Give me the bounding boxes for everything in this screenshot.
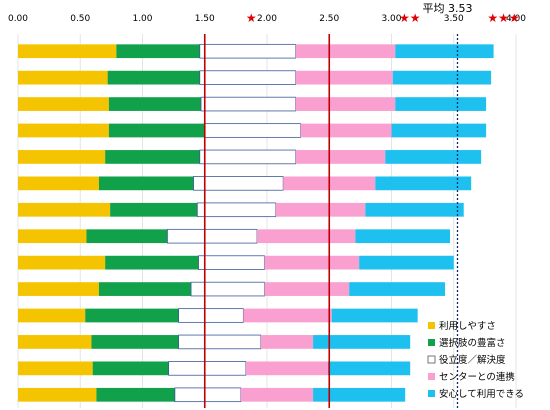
x-tick-label: 3.50 — [444, 14, 464, 24]
bar-segment — [193, 176, 284, 191]
bar-segment — [313, 335, 411, 349]
bar-segment — [190, 281, 265, 297]
bar-segment — [168, 361, 247, 376]
legend-swatch — [428, 373, 435, 380]
bar-segment — [275, 202, 366, 217]
bar-segment — [328, 361, 411, 376]
star-marker: ★★ — [399, 11, 421, 25]
bar-segment — [107, 70, 200, 85]
gridlines — [17, 34, 517, 408]
legend-label: 利用しやすさ — [439, 320, 496, 332]
x-tick-label: 0.00 — [8, 14, 28, 24]
bar-segment — [105, 150, 200, 164]
bar-segment — [391, 123, 487, 138]
bar-segment — [243, 308, 332, 323]
bar-segment — [331, 308, 418, 323]
bar-segment — [196, 202, 277, 218]
bar-segment — [108, 97, 202, 111]
bar-segment — [395, 97, 487, 111]
bar-segment — [178, 334, 262, 350]
legend-swatch — [428, 322, 435, 329]
bars — [18, 43, 494, 403]
bar-segment — [199, 70, 297, 85]
legend-swatch — [428, 339, 435, 346]
bar-segment — [98, 282, 192, 296]
bar-segment — [295, 150, 386, 164]
bar-segment — [18, 335, 92, 349]
bar-segment — [395, 44, 494, 59]
bar-segment — [204, 123, 302, 138]
legend-label: センターとの連携 — [439, 371, 515, 383]
star-marker: ★★★ — [487, 11, 519, 25]
bar-segment — [116, 44, 200, 59]
bar-segment — [18, 255, 106, 270]
bar-segment — [349, 282, 446, 296]
bar-segment — [295, 44, 396, 59]
star-marker: ★ — [246, 11, 257, 25]
bar-segment — [295, 70, 393, 85]
bar-segment — [105, 255, 199, 270]
x-tick-label: 1.00 — [132, 14, 152, 24]
bar-segment — [264, 255, 360, 270]
bar-segment — [96, 387, 175, 402]
bar-segment — [86, 229, 168, 244]
bar-segment — [174, 387, 242, 403]
legend-label: 選択肢の豊富さ — [439, 337, 506, 349]
bar-segment — [355, 229, 451, 244]
bar-segment — [199, 43, 297, 59]
bar-segment — [110, 202, 198, 217]
bar-segment — [264, 282, 350, 296]
bar-segment — [199, 149, 297, 165]
bar-segment — [178, 308, 244, 323]
bar-segment — [257, 229, 356, 244]
bar-segment — [295, 97, 396, 111]
bar-segment — [98, 176, 194, 191]
bar-segment — [18, 229, 87, 244]
bar-segment — [359, 255, 454, 270]
x-tick-label: 2.00 — [257, 14, 277, 24]
x-tick-label: 4.00 — [506, 14, 526, 24]
x-axis-tick-labels: 0.00 0.50 1.00 1.50 2.00 2.50 3.00 3.50 4.00 — [8, 14, 526, 24]
bar-segment — [92, 361, 169, 376]
bar-segment — [18, 387, 97, 402]
x-tick-label: 3.00 — [381, 14, 401, 24]
bar-segment — [200, 96, 297, 112]
x-tick-label: 0.50 — [70, 14, 90, 24]
bar-segment — [365, 202, 464, 217]
bar-segment — [18, 44, 117, 59]
legend-swatch — [427, 355, 436, 364]
bar-segment — [240, 387, 314, 402]
legend-label: 役立度／解決度 — [439, 354, 506, 366]
bar-segment — [18, 150, 106, 164]
bar-segment — [300, 123, 392, 138]
bar-segment — [85, 308, 179, 323]
bar-segment — [245, 361, 329, 376]
average-label: 平均 3.53 — [422, 2, 472, 15]
bar-segment — [166, 228, 258, 244]
bar-segment — [18, 97, 109, 111]
bar-segment — [108, 123, 205, 138]
bar-segment — [375, 176, 472, 191]
bar-segment — [18, 308, 86, 323]
x-tick-label: 1.50 — [195, 14, 215, 24]
bar-segment — [18, 176, 99, 191]
legend-label: 安心して利用できる — [439, 388, 524, 400]
bar-segment — [260, 335, 314, 349]
bar-segment — [18, 202, 111, 217]
bar-segment — [91, 335, 179, 349]
bar-segment — [18, 282, 99, 296]
reference-lines — [203, 34, 459, 408]
bar-segment — [392, 70, 492, 85]
bar-segment — [313, 387, 406, 402]
bar-segment — [18, 361, 93, 376]
bar-segment — [198, 255, 265, 270]
x-tick-label: 2.50 — [319, 14, 339, 24]
star-markers: ★ ★★ ★★★ — [246, 11, 520, 25]
bar-segment — [18, 70, 108, 85]
bar-segment — [385, 150, 482, 164]
bar-segment — [18, 123, 109, 138]
legend-swatch — [428, 390, 435, 397]
